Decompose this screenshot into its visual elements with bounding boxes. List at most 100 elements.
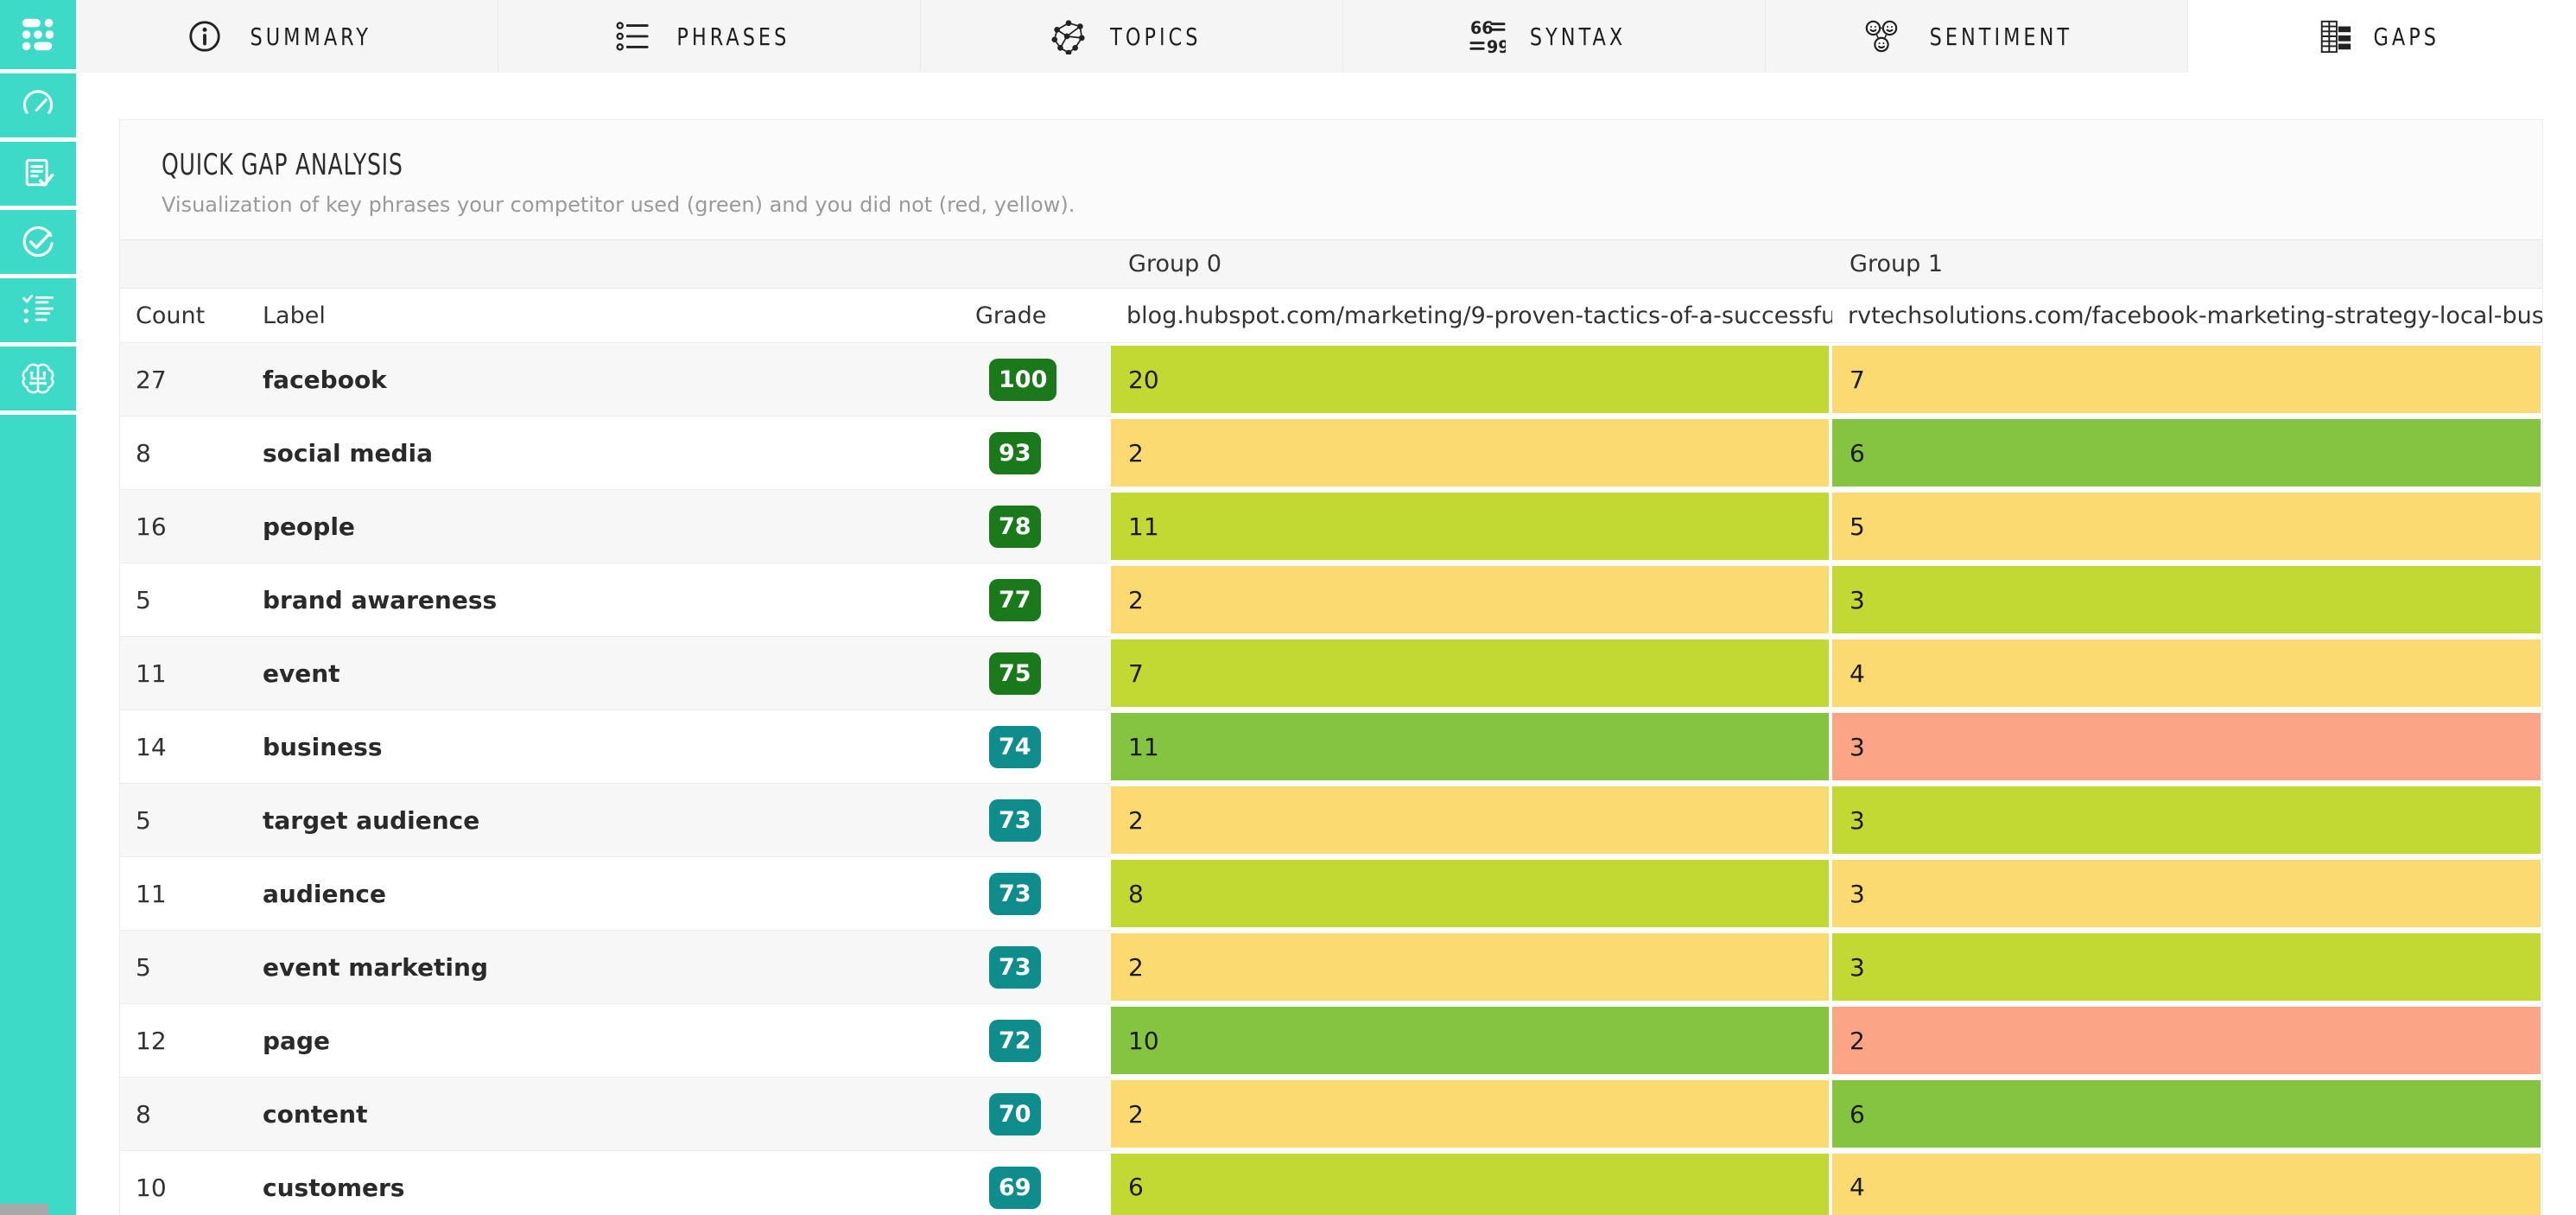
grade-cell: 100 — [960, 342, 1112, 417]
group1-cell: 4 — [1832, 636, 2542, 710]
group0-url-header: blog.hubspot.com/marketing/9-proven-tact… — [1111, 288, 1833, 343]
grade-badge: 100 — [989, 358, 1057, 401]
grade-cell: 75 — [960, 636, 1112, 710]
group0-cell-value: 2 — [1111, 1080, 1830, 1148]
grade-badge: 77 — [989, 578, 1041, 621]
sidebar-item-report[interactable] — [0, 142, 76, 206]
count-cell: 5 — [120, 783, 247, 857]
group1-cell: 4 — [1832, 1150, 2542, 1215]
count-cell: 12 — [120, 1003, 247, 1078]
group0-cell: 8 — [1111, 856, 1833, 931]
table-row: 8 content 70 2 6 — [120, 1077, 2542, 1151]
group1-cell: 5 — [1832, 489, 2542, 563]
grade-cell: 73 — [960, 783, 1112, 857]
tab-label: SENTIMENT — [1929, 22, 2072, 51]
group-header-spacer — [120, 239, 1112, 289]
sidebar-item-ai[interactable] — [0, 347, 76, 410]
count-cell: 11 — [120, 856, 247, 931]
count-cell: 5 — [120, 930, 247, 1004]
grade-badge: 73 — [989, 872, 1041, 915]
label-cell: business — [247, 709, 960, 784]
group1-cell-value: 6 — [1832, 419, 2541, 487]
sidebar-item-dashboard[interactable] — [0, 73, 76, 137]
group1-cell: 3 — [1832, 856, 2542, 931]
group1-cell-value: 3 — [1832, 713, 2541, 780]
group0-cell-value: 8 — [1111, 860, 1830, 927]
count-column-header: Count — [120, 288, 247, 343]
group1-cell: 3 — [1832, 930, 2542, 1004]
group0-cell: 6 — [1111, 1150, 1833, 1215]
table-row: 5 brand awareness 77 2 3 — [120, 563, 2542, 637]
page-subtitle: Visualization of key phrases your compet… — [162, 193, 1075, 217]
sidebar-bottom-partial-item — [0, 1204, 48, 1215]
tab-gaps[interactable]: GAPS — [2187, 0, 2576, 73]
group0-cell: 2 — [1111, 416, 1833, 490]
network-icon — [1051, 20, 1085, 54]
group1-cell: 3 — [1832, 783, 2542, 857]
count-cell: 11 — [120, 636, 247, 710]
group0-cell-value: 7 — [1111, 639, 1830, 707]
grade-badge: 78 — [989, 505, 1041, 548]
tab-syntax[interactable]: 66 99 SYNTAX — [1342, 0, 1765, 73]
sidebar-fill — [0, 415, 76, 1215]
grade-badge: 70 — [989, 1092, 1041, 1135]
group0-cell-value: 2 — [1111, 933, 1830, 1001]
sidebar-item-checklist[interactable] — [0, 278, 76, 342]
grade-badge: 93 — [989, 431, 1041, 474]
tab-phrases[interactable]: PHRASES — [498, 0, 920, 73]
group1-cell-value: 6 — [1832, 1080, 2541, 1148]
table-row: 5 event marketing 73 2 3 — [120, 930, 2542, 1004]
group1-cell: 7 — [1832, 342, 2542, 417]
brain-icon — [22, 363, 54, 394]
label-cell: brand awareness — [247, 563, 960, 637]
group1-cell-value: 3 — [1832, 566, 2541, 633]
group0-cell-value: 10 — [1111, 1007, 1830, 1074]
count-cell: 8 — [120, 416, 247, 490]
table-row: 14 business 74 11 3 — [120, 709, 2542, 784]
report-check-icon — [25, 158, 54, 187]
grade-badge: 73 — [989, 798, 1041, 842]
group0-cell-value: 2 — [1111, 419, 1830, 487]
group1-cell: 2 — [1832, 1003, 2542, 1078]
group0-cell: 10 — [1111, 1003, 1833, 1078]
grade-cell: 70 — [960, 1077, 1112, 1151]
table-row: 12 page 72 10 2 — [120, 1003, 2542, 1078]
group1-cell-value: 3 — [1832, 860, 2541, 927]
label-cell: customers — [247, 1150, 960, 1215]
checklist-icon — [22, 295, 54, 323]
grade-badge: 75 — [989, 652, 1041, 695]
tab-summary[interactable]: SUMMARY — [76, 0, 498, 73]
sidebar-item-logo[interactable] — [0, 0, 76, 69]
table-row: 11 event 75 7 4 — [120, 636, 2542, 710]
count-cell: 14 — [120, 709, 247, 784]
grade-cell: 72 — [960, 1003, 1112, 1078]
group1-url-header: rvtechsolutions.com/facebook-marketing-s… — [1832, 288, 2542, 343]
group0-cell: 2 — [1111, 783, 1833, 857]
group0-header: Group 0 — [1111, 239, 1833, 289]
label-column-header: Label — [247, 288, 960, 343]
table-icon — [2320, 20, 2351, 54]
group1-cell: 6 — [1832, 416, 2542, 490]
group0-cell: 11 — [1111, 709, 1833, 784]
group1-cell-value: 7 — [1832, 346, 2541, 414]
grade-cell: 93 — [960, 416, 1112, 490]
table-row: 11 audience 73 8 3 — [120, 856, 2542, 931]
label-cell: page — [247, 1003, 960, 1078]
tab-sentiment[interactable]: SENTIMENT — [1765, 0, 2187, 73]
content-area: QUICK GAP ANALYSIS Visualization of key … — [76, 73, 2576, 1215]
group0-cell: 2 — [1111, 930, 1833, 1004]
label-cell: content — [247, 1077, 960, 1151]
label-cell: event marketing — [247, 930, 960, 1004]
sidebar-item-checks[interactable] — [0, 210, 76, 274]
group1-cell-value: 4 — [1832, 639, 2541, 707]
svg-text:66: 66 — [1470, 18, 1494, 38]
group0-cell: 20 — [1111, 342, 1833, 417]
grade-badge: 69 — [989, 1166, 1041, 1209]
group0-cell-value: 6 — [1111, 1153, 1830, 1215]
label-cell: event — [247, 636, 960, 710]
tab-topics[interactable]: TOPICS — [920, 0, 1342, 73]
table-row: 27 facebook 100 20 7 — [120, 342, 2542, 417]
panel-header: QUICK GAP ANALYSIS Visualization of key … — [120, 120, 2542, 239]
count-cell: 10 — [120, 1150, 247, 1215]
